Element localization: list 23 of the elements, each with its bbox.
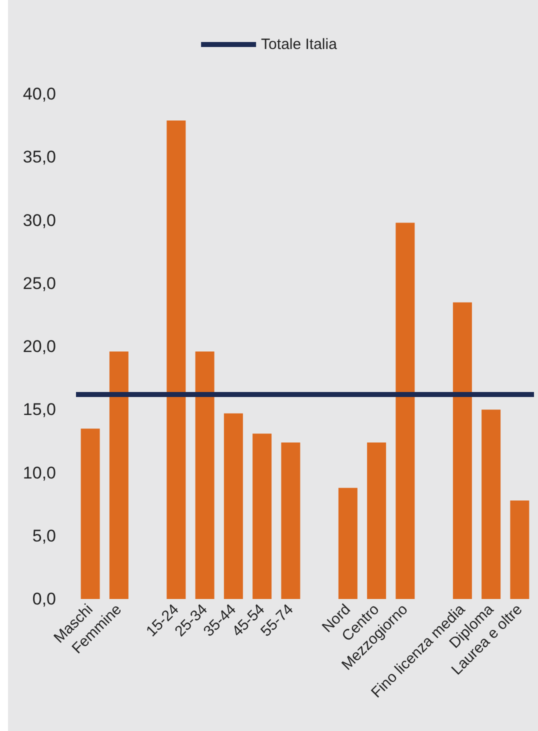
y-tick-label: 15,0 [22, 400, 56, 420]
bar [338, 488, 358, 599]
bar [452, 302, 472, 599]
bar [80, 428, 100, 599]
legend-label: Totale Italia [261, 36, 338, 53]
y-tick-label: 5,0 [32, 526, 56, 546]
bar [109, 352, 128, 599]
bar [224, 413, 243, 599]
bar [510, 500, 530, 599]
bar [166, 120, 186, 599]
y-tick-label: 25,0 [22, 274, 56, 293]
y-tick-label: 35,0 [22, 148, 56, 167]
bar [195, 352, 214, 599]
bar [367, 442, 386, 599]
bar [252, 434, 272, 599]
bar [482, 410, 501, 599]
y-tick-label: 20,0 [22, 337, 56, 356]
bar [281, 442, 300, 599]
bar [396, 222, 415, 599]
y-tick-label: 0,0 [32, 590, 56, 608]
y-tick-label: 40,0 [22, 84, 56, 104]
y-tick-label: 10,0 [22, 463, 56, 482]
y-tick-label: 30,0 [22, 210, 56, 230]
